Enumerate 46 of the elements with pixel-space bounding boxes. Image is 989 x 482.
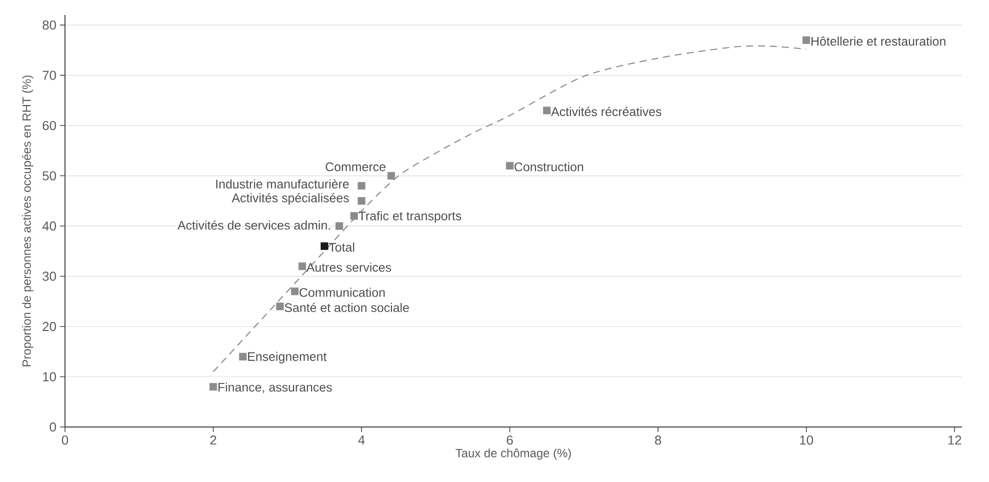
- annotation: Industrie manufacturière: [216, 179, 349, 188]
- annotation: Enseignement: [248, 352, 327, 364]
- y-tick-label: 60: [42, 120, 56, 130]
- point: [387, 172, 395, 180]
- y-tick-label: 70: [42, 70, 56, 80]
- annotation: Trafic et transports: [358, 211, 462, 223]
- annotation: Communication: [300, 288, 385, 297]
- annotation: Commerce: [326, 162, 386, 172]
- x-tick-label: 6: [506, 436, 513, 445]
- y-tick-label: 50: [42, 171, 56, 180]
- point: [209, 383, 218, 391]
- point: [291, 288, 299, 296]
- annotation: Activités récréatives: [551, 106, 662, 116]
- point: [276, 302, 284, 310]
- annotation: Activités spécialisées: [232, 193, 349, 205]
- y-tick-label: 20: [42, 322, 56, 332]
- y-tick-label: 80: [42, 20, 56, 30]
- annotation: Santé et action sociale: [284, 302, 409, 312]
- point: [298, 262, 306, 270]
- y-axis-title: Proportion de personnes actives occupées en RHT (%): [22, 76, 34, 366]
- annotation: Construction: [514, 162, 584, 172]
- annotation: Hôtellerie et restauration: [812, 36, 946, 46]
- point: [506, 162, 514, 170]
- point: [239, 352, 247, 360]
- y-tick-label: 0: [50, 422, 56, 432]
- y-tick-label: 30: [42, 272, 56, 281]
- point: [350, 212, 358, 220]
- point: [802, 36, 810, 44]
- y-tick-label: 40: [42, 221, 56, 231]
- x-tick-label: 12: [948, 436, 962, 445]
- x-tick-label: 0: [62, 436, 68, 445]
- x-axis-title: Taux de chômage (%): [456, 448, 571, 460]
- x-tick-label: 8: [655, 436, 662, 445]
- x-tick-label: 10: [800, 436, 814, 445]
- point: [358, 182, 366, 190]
- point: [320, 242, 328, 250]
- annotation: Activités de services admin.: [178, 220, 330, 230]
- point: [358, 197, 366, 205]
- point: [336, 222, 344, 230]
- point: [543, 106, 551, 114]
- x-tick-label: 2: [210, 436, 216, 445]
- annotation: Total: [328, 242, 354, 252]
- annotation: Finance, assurances: [218, 382, 332, 394]
- annotation: Autres services: [306, 262, 392, 272]
- y-tick-label: 10: [43, 372, 56, 382]
- x-tick-label: 4: [358, 436, 365, 444]
